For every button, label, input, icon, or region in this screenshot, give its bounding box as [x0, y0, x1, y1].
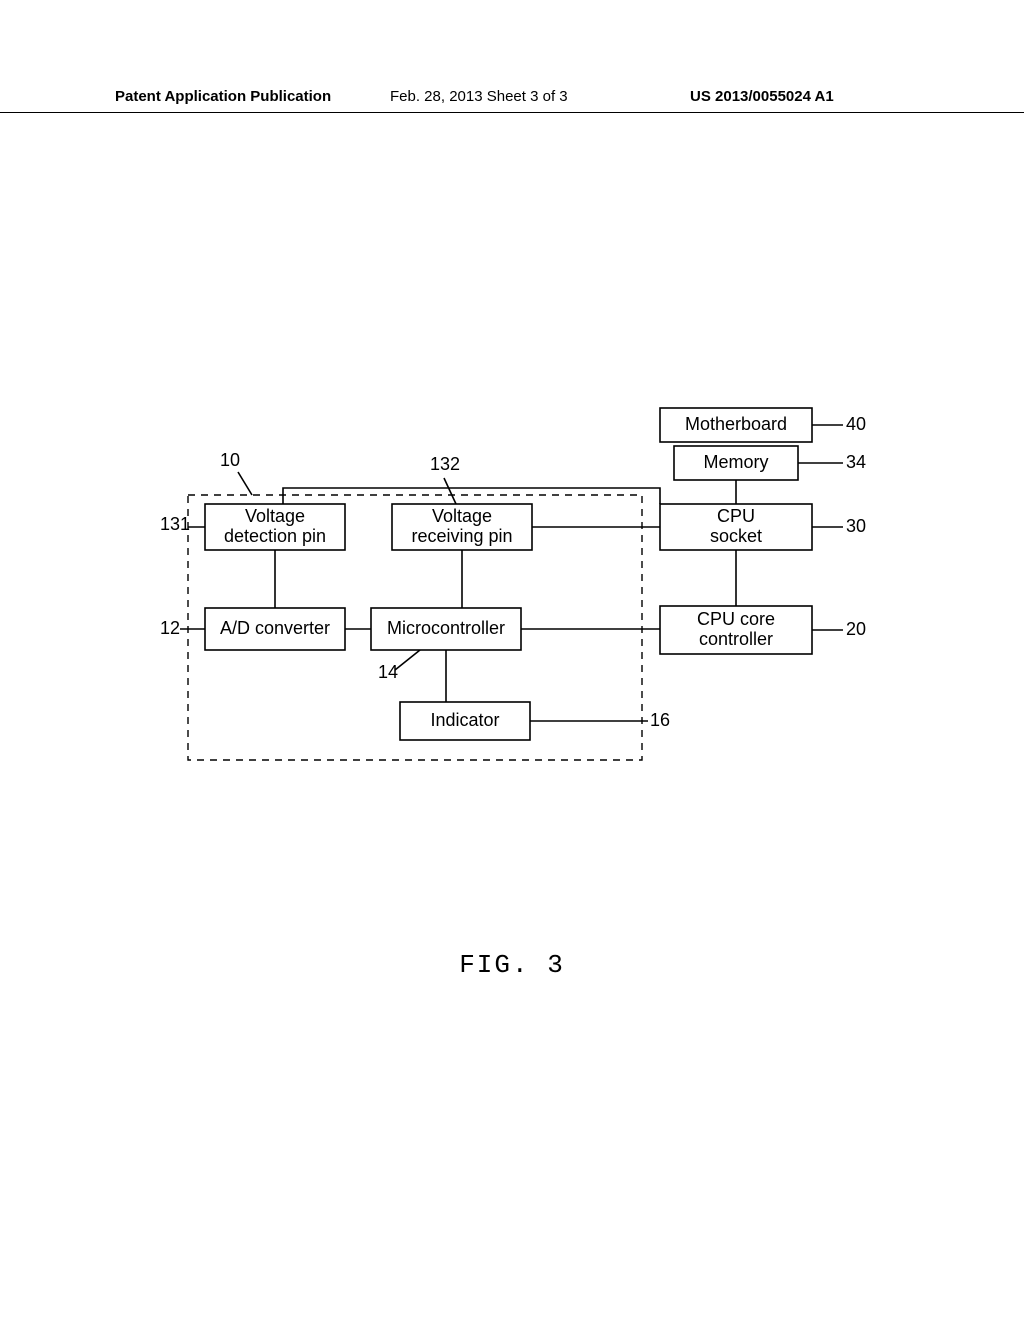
block-diagram: Voltagedetection pinVoltagereceiving pin…	[0, 0, 1024, 1320]
connection	[283, 488, 660, 504]
figure-caption: FIG. 3	[0, 950, 1024, 980]
ref-number: 40	[846, 414, 866, 434]
block-label: controller	[699, 629, 773, 649]
ref-number: 131	[160, 514, 190, 534]
ref-leader	[238, 472, 252, 495]
ref-number: 34	[846, 452, 866, 472]
block-label: Voltage	[432, 506, 492, 526]
ref-number: 12	[160, 618, 180, 638]
ref-leader	[395, 650, 420, 670]
ref-number: 132	[430, 454, 460, 474]
block-label: Motherboard	[685, 414, 787, 434]
page: Patent Application Publication Feb. 28, …	[0, 0, 1024, 1320]
block-label: A/D converter	[220, 618, 330, 638]
ref-number: 20	[846, 619, 866, 639]
block-label: Voltage	[245, 506, 305, 526]
block-label: socket	[710, 526, 762, 546]
block-label: receiving pin	[411, 526, 512, 546]
block-label: detection pin	[224, 526, 326, 546]
block-label: CPU core	[697, 609, 775, 629]
block-label: CPU	[717, 506, 755, 526]
ref-number: 10	[220, 450, 240, 470]
block-label: Microcontroller	[387, 618, 505, 638]
ref-number: 16	[650, 710, 670, 730]
block-label: Memory	[703, 452, 768, 472]
ref-number: 14	[378, 662, 398, 682]
block-label: Indicator	[430, 710, 499, 730]
ref-leader	[444, 478, 456, 504]
ref-number: 30	[846, 516, 866, 536]
